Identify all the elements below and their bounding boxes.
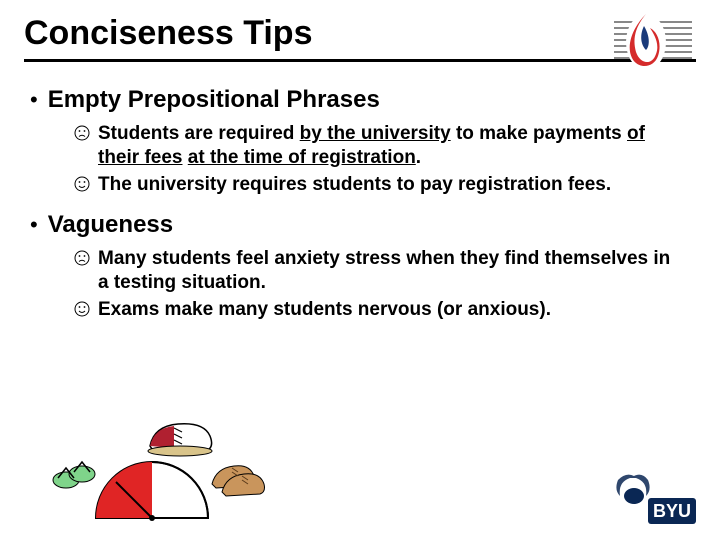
slide-content: • Empty Prepositional Phrases Students a… (0, 70, 720, 322)
item-text: The university requires students to pay … (98, 173, 611, 197)
flame-stripes-icon (614, 8, 692, 74)
item-text: Exams make many students nervous (or anx… (98, 298, 551, 322)
sad-face-icon (74, 125, 90, 141)
section-heading: • Empty Prepositional Phrases (28, 86, 690, 114)
happy-face-icon (74, 176, 90, 192)
happy-face-icon (74, 301, 90, 317)
list-item: Many students feel anxiety stress when t… (74, 247, 680, 296)
list-item: Students are required by the university … (74, 122, 680, 171)
sad-face-icon (74, 250, 90, 266)
item-text: Students are required by the university … (98, 122, 680, 171)
section-title: Empty Prepositional Phrases (48, 86, 380, 114)
bullet-icon: • (30, 86, 38, 114)
list-item: Exams make many students nervous (or anx… (74, 298, 680, 322)
sub-list: Many students feel anxiety stress when t… (74, 247, 680, 322)
slide-title: Conciseness Tips (24, 14, 696, 53)
section-title: Vagueness (48, 211, 173, 239)
byu-text: BYU (653, 501, 691, 521)
item-text: Many students feel anxiety stress when t… (98, 247, 680, 296)
shoes-gauge-clipart-icon (48, 412, 278, 522)
title-underline (24, 59, 696, 62)
section-heading: • Vagueness (28, 211, 690, 239)
sub-list: Students are required by the university … (74, 122, 680, 197)
list-item: The university requires students to pay … (74, 173, 680, 197)
byu-logo-icon: BYU (612, 472, 700, 528)
slide-header: Conciseness Tips (0, 0, 720, 70)
bullet-icon: • (30, 211, 38, 239)
